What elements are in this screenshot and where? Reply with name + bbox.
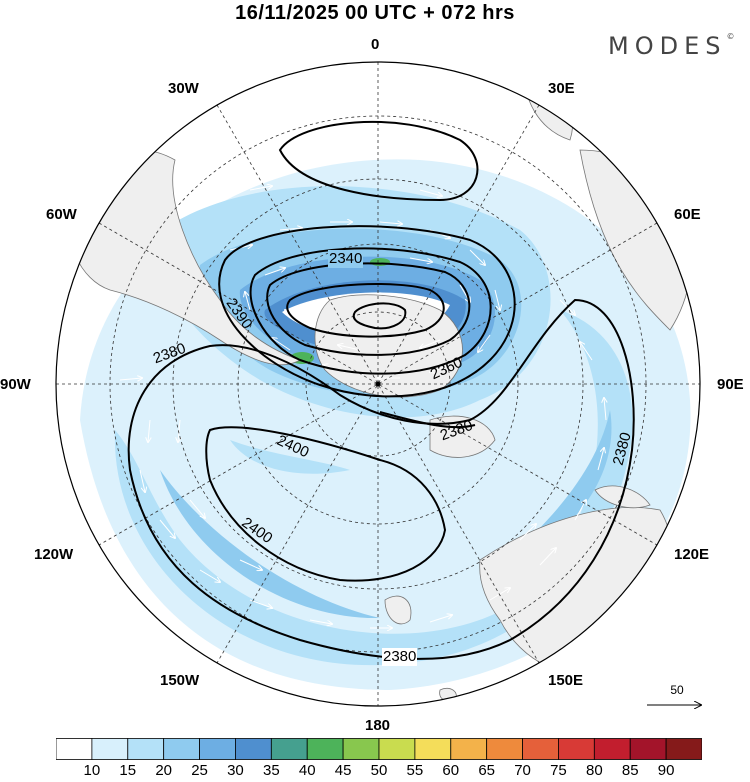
colorbar-swatch — [522, 738, 559, 760]
colorbar-swatch — [665, 738, 702, 760]
colorbar-tick-label: 60 — [442, 762, 460, 779]
colorbar-tick-label: 30 — [227, 762, 244, 779]
brand-mark: © — [726, 32, 735, 41]
colorbar-swatch — [163, 738, 200, 760]
longitude-label-90e: 90E — [717, 376, 744, 393]
longitude-label-180: 180 — [365, 717, 391, 734]
colorbar-tick-label: 25 — [191, 762, 208, 779]
colorbar-swatch — [558, 738, 595, 760]
colorbar-tick-label: 40 — [298, 762, 316, 779]
colorbar-labels: 10 15 20 25 30 35 40 45 50 55 60 65 70 75 80 85 90 — [0, 762, 750, 782]
colorbar-swatch — [450, 738, 488, 760]
longitude-label-60w: 60W — [46, 206, 77, 223]
pole-marker — [375, 381, 381, 387]
longitude-label-120w: 120W — [34, 546, 74, 563]
longitude-label-90w: 90W — [0, 376, 31, 393]
colorbar-swatch — [306, 738, 344, 760]
map-border — [55, 61, 701, 707]
longitude-label-150w: 150W — [160, 672, 200, 689]
colorbar-swatch — [127, 738, 165, 760]
colorbar-swatch — [91, 738, 129, 760]
reference-vector: 50 — [645, 683, 705, 719]
colorbar-tick-label: 80 — [585, 762, 603, 779]
colorbar — [56, 738, 702, 760]
graticule — [56, 62, 700, 706]
colorbar-tick-label: 35 — [262, 762, 280, 779]
colorbar-swatch — [629, 738, 667, 760]
colorbar-tick-label: 85 — [621, 762, 639, 779]
colorbar-swatch — [593, 738, 631, 760]
colorbar-tick-label: 90 — [657, 762, 675, 779]
reference-vector-value: 50 — [670, 683, 684, 697]
colorbar-tick-label: 50 — [370, 762, 388, 779]
brand-logo: MODES© — [608, 32, 734, 60]
colorbar-swatch — [378, 738, 416, 760]
longitude-label-120e: 120E — [674, 546, 710, 563]
colorbar-swatch — [199, 738, 236, 760]
colorbar-tick-label: 70 — [514, 762, 531, 779]
height-contours — [127, 120, 635, 660]
longitude-label-30e: 30E — [548, 80, 575, 97]
contour-label: 2380 — [382, 648, 418, 666]
longitude-label-0: 0 — [371, 36, 380, 53]
longitude-label-30w: 30W — [168, 80, 199, 97]
colorbar-tick-label: 20 — [155, 762, 172, 779]
colorbar-swatch — [270, 738, 308, 760]
longitude-label-150e: 150E — [548, 672, 584, 689]
colorbar-swatch — [414, 738, 452, 760]
colorbar-tick-label: 15 — [119, 762, 137, 779]
colorbar-tick-label: 10 — [83, 762, 101, 779]
contour-label: 2340 — [328, 250, 364, 268]
colorbar-tick-label: 55 — [406, 762, 424, 779]
colorbar-tick-label: 45 — [334, 762, 352, 779]
colorbar-swatch — [486, 738, 523, 760]
colorbar-tick-label: 75 — [550, 762, 567, 779]
colorbar-swatch — [342, 738, 380, 760]
colorbar-swatch — [235, 738, 272, 760]
map-title: 16/11/2025 00 UTC + 072 hrs — [235, 2, 515, 24]
colorbar-swatch — [56, 738, 93, 760]
longitude-label-60e: 60E — [674, 206, 701, 223]
brand-name: MODES — [608, 32, 727, 60]
reference-arrow — [647, 683, 705, 719]
colorbar-tick-label: 65 — [478, 762, 495, 779]
